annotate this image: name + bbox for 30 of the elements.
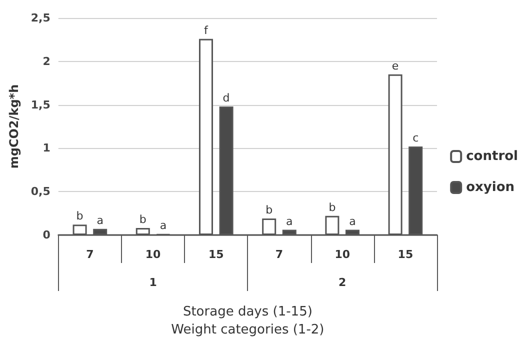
x-tick-label: 7 bbox=[86, 248, 94, 261]
data-label: a bbox=[286, 214, 293, 228]
data-label: b bbox=[328, 200, 336, 214]
y-tick-label: 1 bbox=[42, 142, 50, 155]
data-label: a bbox=[349, 214, 356, 228]
data-label: a bbox=[160, 218, 167, 232]
x-tick-label: 15 bbox=[208, 248, 224, 261]
y-tick-label: 1,5 bbox=[30, 98, 50, 112]
y-axis-title: mgCO2/kg*h bbox=[7, 84, 21, 169]
data-label: b bbox=[139, 213, 146, 226]
text: 2 bbox=[338, 276, 346, 289]
y-tick-label: 2,5 bbox=[30, 12, 50, 24]
data-label: a bbox=[96, 214, 104, 227]
data-label: b bbox=[76, 210, 84, 223]
text: 1 bbox=[149, 276, 157, 289]
x-axis-title: Storage days (1-15) Weight categories (1-2) bbox=[171, 304, 324, 338]
y-tick-label: 0,5 bbox=[30, 185, 50, 198]
legend-label: control bbox=[466, 149, 518, 164]
x-tick-label: 15 bbox=[398, 248, 414, 261]
y-tick-label: 0 bbox=[42, 228, 51, 242]
legend-label: oxyion bbox=[466, 180, 515, 195]
x-tick-label: 10 bbox=[145, 248, 162, 261]
data-label: b bbox=[266, 204, 273, 217]
x-tick-label: 7 bbox=[275, 248, 284, 261]
data-label: d bbox=[222, 92, 230, 105]
data-label: e bbox=[392, 59, 399, 72]
y-tick-label: 2 bbox=[42, 54, 50, 68]
data-label: f bbox=[204, 24, 210, 37]
x-tick-label: 10 bbox=[334, 248, 350, 261]
data-label: c bbox=[412, 131, 419, 144]
